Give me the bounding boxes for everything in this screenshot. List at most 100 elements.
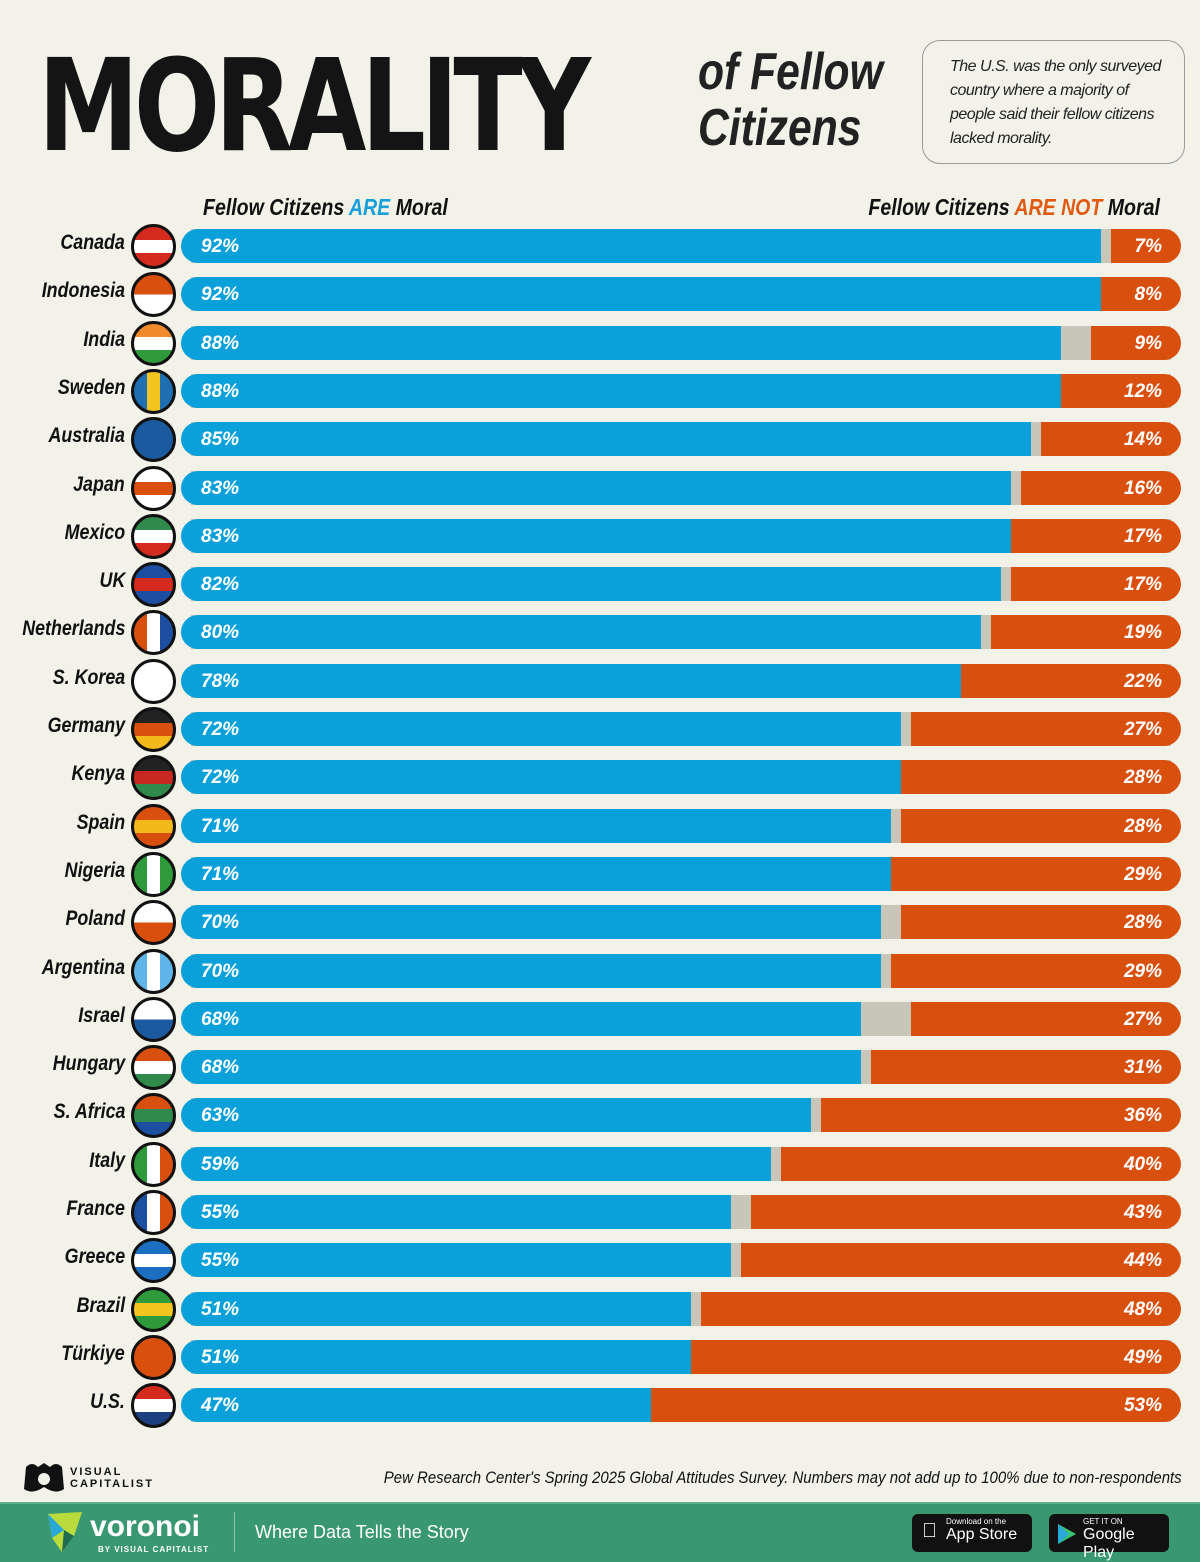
value-label-moral: 47% (201, 1395, 240, 1417)
flag-icon-kenya (131, 755, 176, 801)
bar-not-moral (701, 1291, 1181, 1326)
bar-not-moral (911, 712, 1181, 746)
bar-moral (181, 808, 891, 843)
flag-icon-germany (131, 707, 176, 752)
bar-moral (181, 1243, 731, 1278)
flag-icon-greece (131, 1238, 176, 1284)
bar-not-moral (1111, 229, 1181, 263)
bar-moral (181, 905, 881, 940)
bar-moral (181, 1339, 691, 1374)
voronoi-by: BY VISUAL CAPITALIST (98, 1545, 210, 1554)
footer: voronoi BY VISUAL CAPITALIST Where Data … (0, 1502, 1200, 1562)
note-box: The U.S. was the only surveyed country w… (922, 40, 1185, 164)
flag-icon-japan (131, 465, 176, 511)
bar-not-moral (1011, 567, 1181, 602)
value-label-moral: 51% (201, 1298, 240, 1320)
flag-icon-italy (131, 1141, 176, 1187)
value-label-moral: 59% (201, 1153, 240, 1175)
value-label-not-moral: 29% (1123, 960, 1162, 982)
country-label: Türkiye (61, 1341, 125, 1365)
bar-moral (181, 1050, 861, 1085)
bar-not-moral (1061, 373, 1181, 408)
value-label-moral: 88% (201, 380, 240, 402)
country-label: S. Korea (52, 665, 125, 689)
country-label: S. Africa (53, 1100, 125, 1124)
bar-moral (181, 663, 961, 698)
google-play-icon (1058, 1524, 1076, 1544)
value-label-moral: 71% (201, 863, 240, 885)
title-sub-line2: Citizens (698, 99, 862, 157)
country-label: Italy (89, 1148, 125, 1172)
title-main: MORALITY (38, 31, 591, 181)
bar-moral (181, 1098, 811, 1133)
bar-not-moral (871, 1050, 1181, 1085)
divider (234, 1512, 235, 1552)
flag-icon-nigeria (131, 851, 176, 897)
country-label: Spain (76, 810, 125, 834)
value-label-moral: 70% (201, 960, 240, 982)
country-label: Argentina (41, 955, 125, 979)
title-sub-line1: of Fellow (698, 43, 883, 101)
value-label-not-moral: 53% (1123, 1395, 1162, 1417)
value-label-not-moral: 17% (1123, 574, 1162, 596)
value-label-moral: 68% (201, 1008, 240, 1030)
country-label: India (83, 327, 125, 351)
flag-icon-hungary (131, 1045, 176, 1091)
bar-not-moral (901, 808, 1181, 843)
bar-not-moral (691, 1339, 1181, 1374)
value-label-not-moral: 48% (1123, 1298, 1162, 1320)
flag-icon-trkiye (131, 1334, 176, 1380)
value-label-not-moral: 14% (1123, 429, 1162, 451)
value-label-not-moral: 43% (1123, 1202, 1162, 1223)
flag-icon-france (131, 1190, 176, 1235)
country-label: Kenya (71, 762, 125, 786)
bar-not-moral (821, 1098, 1181, 1133)
title-sub: of Fellow Citizens (698, 44, 883, 156)
flag-icon-argentina (131, 948, 176, 994)
flag-icon-australia (131, 417, 176, 463)
value-label-not-moral: 27% (1123, 719, 1162, 740)
flag-icon-safrica (131, 1093, 176, 1139)
value-label-moral: 83% (201, 477, 240, 499)
value-label-moral: 88% (201, 332, 240, 354)
flag-icon-mexico (131, 513, 176, 559)
bar-not-moral (781, 1146, 1181, 1181)
bar-moral (181, 277, 1101, 312)
bar-not-moral (741, 1243, 1181, 1278)
value-label-moral: 63% (201, 1105, 240, 1127)
value-label-moral: 51% (201, 1346, 240, 1368)
value-label-moral: 82% (201, 574, 240, 596)
country-label: Greece (64, 1245, 125, 1269)
legend-not-moral: Fellow Citizens ARE NOT Moral (868, 194, 1160, 220)
country-label: Brazil (76, 1293, 125, 1317)
value-label-not-moral: 22% (1123, 670, 1162, 692)
value-label-moral: 72% (201, 767, 240, 789)
bar-not-moral (1101, 277, 1181, 312)
voronoi-brand[interactable]: voronoi (90, 1510, 200, 1543)
country-label: Nigeria (64, 858, 125, 882)
country-label: Australia (48, 424, 125, 448)
google-play-button[interactable]: GET IT ON Google Play (1049, 1514, 1169, 1561)
value-label-not-moral: 27% (1123, 1008, 1162, 1030)
bar-moral (181, 373, 1061, 408)
bar-not-moral (991, 615, 1181, 650)
bar-moral (181, 712, 901, 746)
bar-not-moral (1091, 325, 1181, 360)
value-label-not-moral: 44% (1123, 1250, 1162, 1272)
value-label-not-moral: 16% (1123, 477, 1162, 499)
value-label-moral: 80% (201, 622, 240, 644)
bar-not-moral (961, 663, 1181, 698)
bar-moral (181, 229, 1101, 263)
flag-icon-israel (131, 996, 176, 1042)
value-label-not-moral: 8% (1134, 284, 1162, 306)
bar-moral (181, 615, 981, 650)
value-label-moral: 55% (201, 1202, 240, 1223)
bar-not-moral (891, 856, 1181, 891)
value-label-not-moral: 9% (1134, 332, 1162, 354)
country-label: France (66, 1197, 125, 1220)
value-label-not-moral: 29% (1123, 863, 1162, 885)
value-label-moral: 78% (201, 670, 240, 692)
country-label: Netherlands (21, 617, 125, 641)
chart: Canada 92% 7% Indonesia 92% 8% India 88% 9% Swede… (21, 224, 1181, 1429)
